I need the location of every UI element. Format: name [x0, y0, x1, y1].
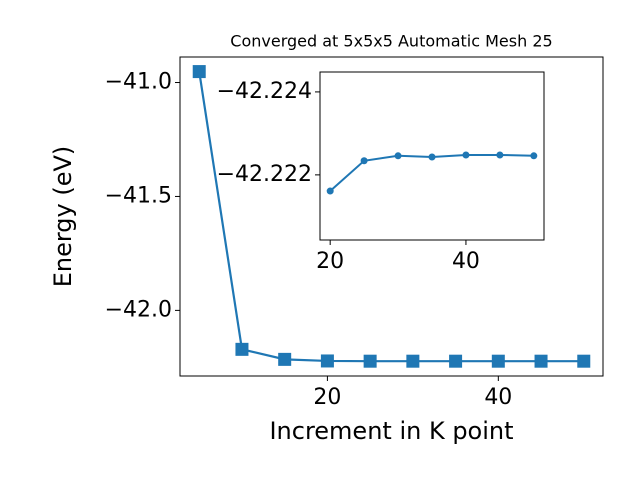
marker — [326, 187, 334, 195]
marker — [278, 352, 292, 366]
y-tick-label: −41.0 — [105, 70, 172, 95]
marker — [462, 151, 470, 159]
marker — [406, 354, 420, 368]
marker — [449, 354, 463, 368]
chart-title: Converged at 5x5x5 Automatic Mesh 25 — [230, 32, 552, 51]
marker — [235, 342, 249, 356]
marker — [491, 354, 505, 368]
marker — [192, 65, 206, 79]
marker — [428, 153, 436, 161]
marker — [577, 354, 591, 368]
marker — [320, 354, 334, 368]
marker — [363, 354, 377, 368]
x-tick-label: 20 — [313, 385, 341, 410]
y-tick-label: −42.0 — [105, 297, 172, 322]
y-tick-label: −41.5 — [105, 183, 172, 208]
marker — [360, 157, 368, 165]
marker — [496, 151, 504, 159]
y-axis-label: Energy (eV) — [49, 146, 77, 288]
x-tick-label: 40 — [452, 249, 480, 274]
marker — [530, 152, 538, 160]
x-axis-label: Increment in K point — [269, 417, 513, 445]
line — [198, 71, 584, 363]
x-tick-label: 20 — [316, 249, 344, 274]
marker — [394, 152, 402, 160]
y-tick-label: −42.222 — [217, 162, 312, 187]
x-tick-label: 40 — [484, 385, 512, 410]
marker — [534, 354, 548, 368]
y-tick-label: −42.224 — [217, 79, 312, 104]
